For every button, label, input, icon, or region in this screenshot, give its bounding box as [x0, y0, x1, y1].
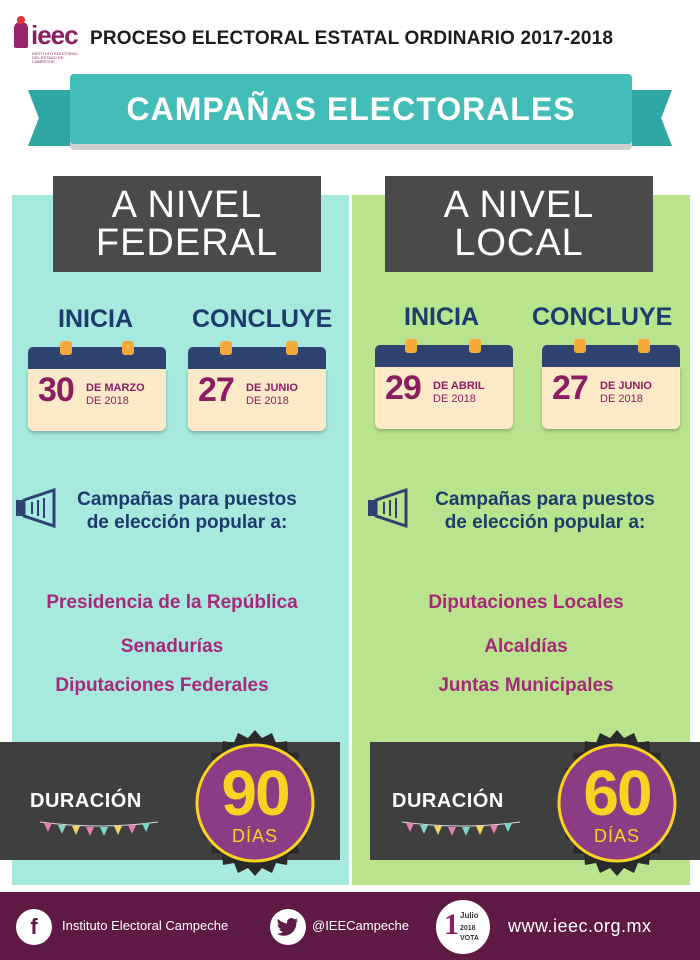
federal-duration-label: DURACIÓN: [30, 790, 142, 812]
federal-office: Senadurías: [120, 636, 224, 657]
local-campaign-line1: Campañas para puestos: [435, 489, 655, 510]
calendar-ring-icon: [60, 341, 72, 355]
logo-text: ieec: [31, 20, 79, 50]
federal-duration-unit: DÍAS: [231, 826, 278, 846]
federal-end-day: 27: [198, 371, 235, 409]
vote-badge: 1 Julio 2018 VOTA: [436, 900, 490, 954]
local-end-label: CONCLUYE: [532, 303, 673, 331]
ieec-logo: ieec INSTITUTO ELECTORAL DEL ESTADO DE C…: [14, 16, 80, 68]
twitter-icon[interactable]: [270, 909, 306, 945]
local-level-box: A NIVEL LOCAL: [385, 176, 653, 272]
local-end-month: DE JUNIO: [600, 380, 652, 392]
federal-end-year: DE 2018: [246, 395, 289, 407]
local-office: Alcaldías: [484, 636, 568, 657]
facebook-glyph: f: [30, 914, 38, 939]
twitter-bird-icon: [277, 918, 298, 936]
calendar-ring-icon: [220, 341, 232, 355]
local-start-calendar: 29 DE ABRIL DE 2018: [375, 339, 513, 431]
calendar-ring-icon: [574, 339, 586, 353]
calendar-ring-icon: [286, 341, 298, 355]
facebook-name-link[interactable]: Instituto Electoral Campeche: [62, 918, 229, 933]
logo-mark: [14, 16, 28, 48]
local-duration-label: DURACIÓN: [392, 790, 504, 812]
local-campaign-text: Campañas para puestos de elección popula…: [420, 488, 670, 534]
local-office: Diputaciones Locales: [428, 592, 624, 613]
local-duration-unit: DÍAS: [593, 826, 640, 846]
federal-level-line2: FEDERAL: [95, 222, 279, 264]
seal-badge-icon: [557, 730, 677, 876]
federal-end-calendar: 27 DE JUNIO DE 2018: [188, 341, 326, 433]
federal-office: Diputaciones Federales: [55, 675, 269, 696]
megaphone-icon: [368, 488, 408, 528]
facebook-icon[interactable]: f: [16, 909, 52, 945]
federal-end-label: CONCLUYE: [192, 305, 333, 333]
federal-level-box: A NIVEL FEDERAL: [53, 176, 321, 272]
vote-badge-number: 1: [444, 908, 459, 941]
federal-campaign-text: Campañas para puestos de elección popula…: [62, 488, 312, 534]
local-duration-seal: 60 DÍAS: [542, 728, 692, 878]
seal-badge-icon: [195, 730, 315, 876]
local-level-line2: LOCAL: [454, 222, 584, 264]
website-link[interactable]: www.ieec.org.mx: [508, 916, 652, 936]
federal-start-calendar: 30 DE MARZO DE 2018: [28, 341, 166, 433]
federal-start-month: DE MARZO: [86, 382, 145, 394]
local-end-calendar: 27 DE JUNIO DE 2018: [542, 339, 680, 431]
vote-badge-month: Julio: [460, 911, 479, 920]
bunting-icon: [402, 821, 520, 836]
federal-level-line1: A NIVEL: [111, 184, 263, 226]
twitter-handle-link[interactable]: @IEECampeche: [312, 918, 410, 933]
local-duration-value: 60: [583, 757, 652, 829]
logo-subtext: INSTITUTO ELECTORAL DEL ESTADO DE CAMPEC…: [32, 52, 78, 64]
local-office: Juntas Municipales: [438, 675, 614, 696]
federal-duration-value: 90: [221, 757, 290, 829]
local-start-day: 29: [385, 369, 422, 407]
calendar-ring-icon: [405, 339, 417, 353]
local-start-label: INICIA: [404, 303, 479, 331]
banner-title: CAMPAÑAS ELECTORALES: [126, 90, 576, 127]
federal-start-year: DE 2018: [86, 395, 129, 407]
banner: CAMPAÑAS ELECTORALES: [70, 74, 632, 144]
federal-end-month: DE JUNIO: [246, 382, 298, 394]
federal-start-label: INICIA: [58, 305, 133, 333]
calendar-ring-icon: [469, 339, 481, 353]
local-level-line1: A NIVEL: [443, 184, 595, 226]
local-campaign-line2: de elección popular a:: [444, 512, 646, 533]
calendar-ring-icon: [638, 339, 650, 353]
vote-badge-year: 2018: [460, 925, 476, 932]
federal-office: Presidencia de la República: [46, 592, 298, 613]
federal-start-day: 30: [38, 371, 75, 409]
local-start-month: DE ABRIL: [433, 380, 485, 392]
vote-badge-word: VOTA: [460, 935, 479, 942]
bunting-icon: [40, 821, 158, 836]
megaphone-icon: [16, 488, 56, 528]
calendar-ring-icon: [122, 341, 134, 355]
footer: [0, 892, 700, 960]
federal-duration-seal: 90 DÍAS: [180, 728, 330, 878]
local-end-day: 27: [552, 369, 589, 407]
federal-campaign-line2: de elección popular a:: [86, 512, 288, 533]
local-end-year: DE 2018: [600, 393, 643, 405]
local-start-year: DE 2018: [433, 393, 476, 405]
federal-campaign-line1: Campañas para puestos: [77, 489, 297, 510]
header-title: PROCESO ELECTORAL ESTATAL ORDINARIO 2017…: [90, 28, 614, 49]
